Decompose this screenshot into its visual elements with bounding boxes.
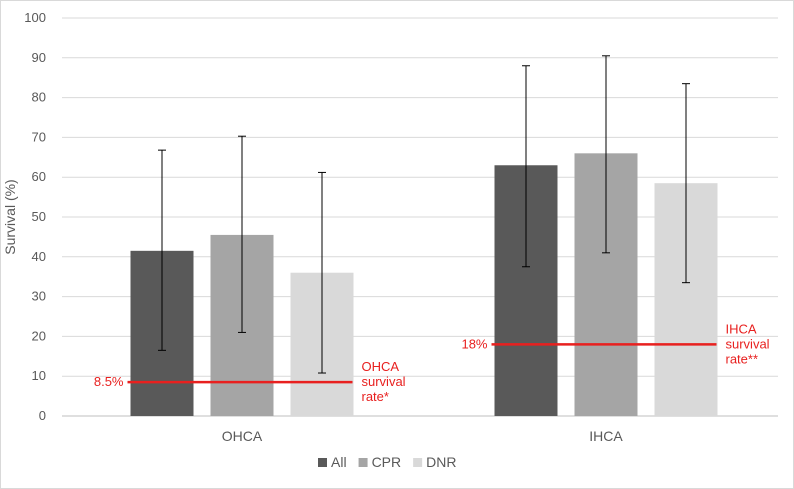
error-bar-all-ihca — [522, 65, 530, 268]
y-tick-label: 10 — [32, 368, 46, 383]
legend-swatch — [318, 458, 327, 467]
error-bar-all-ohca — [158, 149, 166, 351]
y-tick-label: 100 — [24, 10, 46, 25]
legend-item-all: All — [318, 454, 347, 470]
x-axis-category-labels: OHCA IHCA — [222, 428, 624, 444]
reference-annotation-line: survival — [726, 336, 770, 351]
y-tick-label: 90 — [32, 50, 46, 65]
error-bars — [158, 55, 690, 374]
legend-label: DNR — [426, 454, 456, 470]
legend-label: CPR — [372, 454, 402, 470]
error-bar-dnr-ohca — [318, 171, 326, 374]
reference-annotation-line: IHCA — [726, 321, 757, 336]
reference-annotation-line: rate** — [726, 351, 759, 366]
error-bar-cpr-ohca — [238, 135, 246, 333]
y-tick-label: 70 — [32, 129, 46, 144]
y-axis-tick-labels: 0 10 20 30 40 50 60 70 80 90 100 — [24, 10, 46, 423]
y-tick-label: 80 — [32, 90, 46, 105]
reference-annotation-line: survival — [362, 374, 406, 389]
y-axis-title: Survival (%) — [2, 179, 18, 254]
y-tick-label: 40 — [32, 249, 46, 264]
error-bar-dnr-ihca — [682, 83, 690, 284]
reference-lines: 8.5%OHCAsurvivalrate*18%IHCAsurvivalrate… — [94, 321, 770, 404]
legend-swatch — [358, 458, 368, 467]
legend-swatch — [413, 458, 423, 467]
reference-annotation-line: rate* — [362, 389, 389, 404]
y-tick-label: 30 — [32, 289, 46, 304]
legend-item-cpr: CPR — [358, 454, 402, 470]
reference-value-label: 8.5% — [94, 374, 124, 389]
y-tick-label: 20 — [32, 328, 46, 343]
x-category-label: IHCA — [589, 428, 623, 444]
y-tick-label: 50 — [32, 209, 46, 224]
y-tick-label: 60 — [32, 169, 46, 184]
reference-annotation-line: OHCA — [362, 359, 400, 374]
legend: All CPR DNR — [318, 454, 456, 470]
legend-label: All — [331, 454, 347, 470]
x-category-label: OHCA — [222, 428, 263, 444]
legend-item-dnr: DNR — [413, 454, 456, 470]
reference-value-label: 18% — [461, 336, 487, 351]
error-bar-cpr-ihca — [602, 55, 610, 254]
y-tick-label: 0 — [39, 408, 46, 423]
